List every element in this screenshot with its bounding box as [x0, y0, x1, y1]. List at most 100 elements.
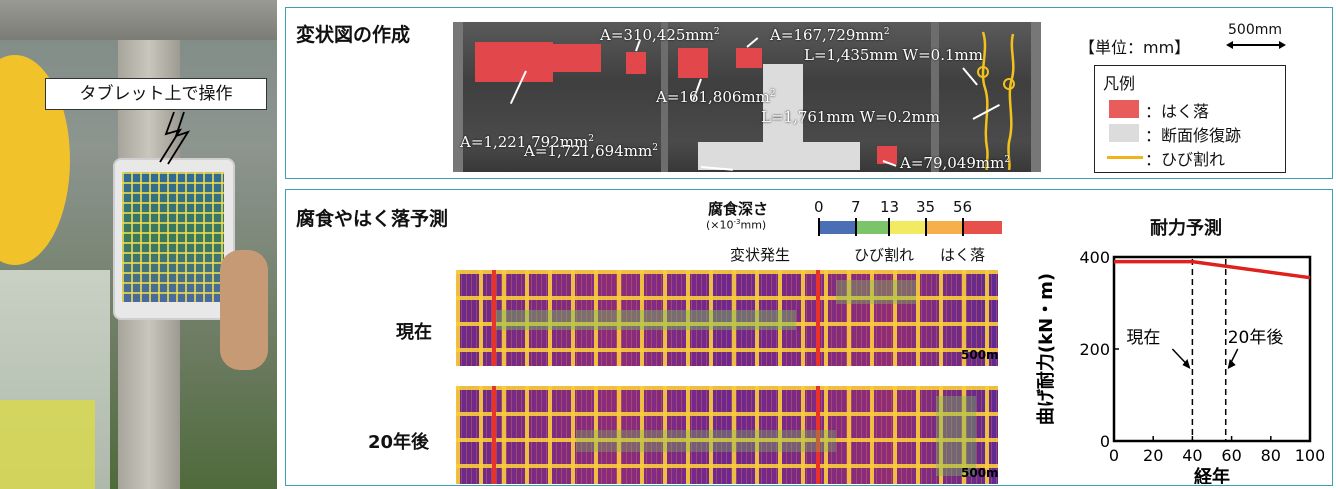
corrosion-spot: [496, 310, 796, 330]
colorbar-segment: [856, 221, 888, 234]
spalling-area: [736, 48, 762, 68]
y-tick-label: 400: [1079, 248, 1110, 267]
legend-box: 凡例 ：はく落 ：断面修復跡 ：ひび割れ: [1094, 65, 1286, 173]
spalling-area: [626, 52, 646, 74]
colorbar-tickmark: [962, 218, 964, 236]
marker-label-now: 現在: [1126, 328, 1160, 348]
chart-title: 耐力予測: [1150, 218, 1222, 239]
callout-arrow: [159, 111, 191, 165]
x-tick-label: 20: [1143, 446, 1163, 465]
strength-series-line: [1114, 259, 1311, 280]
colorbar-label: 腐食深さ: [708, 200, 769, 218]
panel-title-damage-map: 変状図の作成: [296, 24, 411, 46]
annotation-area-5: A=1,721,694mm2: [524, 142, 658, 160]
colorbar-tickmark: [855, 218, 857, 236]
tablet-screen: [122, 172, 224, 302]
spalling-area: [877, 146, 897, 164]
colorbar-tick: 13: [880, 198, 900, 216]
scale-label: 500mm: [1228, 22, 1282, 38]
y-axis-label: 曲げ耐力(kN・m): [1035, 273, 1057, 425]
x-tick-label: 100: [1295, 446, 1324, 465]
damage-map-panel: 変状図の作成 A=1,221,792m: [285, 7, 1333, 179]
legend-swatch-crack: [1107, 156, 1143, 159]
colorbar-tick: 0: [814, 198, 824, 216]
callout-text: タブレット上で操作: [79, 84, 233, 104]
x-tick-label: 80: [1261, 446, 1281, 465]
legend-label-crack: ：ひび割れ: [1145, 150, 1226, 169]
crack-lines: [977, 31, 1015, 170]
marker-label-20y: 20年後: [1228, 328, 1284, 348]
annotation-crack-2: L=1,761mm W=0.2mm: [761, 108, 940, 126]
repair-area: [698, 142, 860, 170]
corrosion-heatmap-now: 500m: [456, 270, 999, 366]
concrete-wall-image: [453, 22, 1041, 172]
x-tick-label: 0: [1109, 446, 1119, 465]
heatmap-scale-label: 500m: [961, 348, 999, 362]
rebar-marker: [492, 386, 496, 484]
photo-callout: タブレット上で操作: [45, 78, 267, 110]
wall-pillar: [661, 22, 668, 172]
colorbar-tickmark: [888, 218, 890, 236]
row-label-20y: 20年後: [368, 432, 430, 453]
safety-vest: [0, 400, 95, 489]
event-label-cracking: ひび割れ: [854, 246, 915, 264]
corrosion-spot: [576, 430, 836, 452]
legend-label-repair: ：断面修復跡: [1145, 126, 1242, 145]
colorbar-tickmark: [818, 218, 820, 236]
x-axis-label: 経年: [1194, 466, 1230, 484]
colorbar-segment: [888, 221, 926, 234]
overhead-girder: [0, 0, 277, 40]
panel-title-prediction: 腐食やはく落予測: [296, 208, 449, 230]
marker-arrowhead: [1227, 359, 1236, 369]
tablet-device: [113, 158, 235, 320]
annotation-area-4: A=167,729mm2: [770, 26, 890, 44]
row-label-now: 現在: [396, 322, 432, 343]
annotation-area-6: A=79,049mm2: [900, 154, 1011, 172]
corrosion-heatmap-20y: 500m: [456, 386, 999, 484]
legend-label-spalling: ：はく落: [1145, 102, 1210, 121]
colorbar-segment: [818, 221, 856, 234]
colorbar-tickmark: [925, 218, 927, 236]
field-photo: タブレット上で操作: [0, 0, 277, 489]
colorbar-segment: [926, 221, 962, 234]
corrosion-prediction-panel: 腐食やはく落予測 腐食深さ (×10-3mm) 0 7 13 35 56 変状発…: [285, 189, 1333, 486]
heatmap-scale-label: 500m: [961, 466, 999, 480]
wall-pillar: [453, 22, 463, 172]
unit-label: 【単位：mm】: [1079, 38, 1191, 57]
colorbar-unit: (×10-3mm): [706, 218, 767, 232]
x-tick-label: 60: [1221, 446, 1241, 465]
corrosion-spot: [936, 396, 976, 476]
repair-area: [763, 64, 803, 144]
y-tick-label: 0: [1100, 432, 1110, 451]
wall-pillar: [931, 22, 939, 172]
event-label-spalling: はく落: [940, 246, 986, 264]
annotation-crack-1: L=1,435mm W=0.1mm: [804, 46, 983, 64]
colorbar-tick: 35: [916, 198, 936, 216]
spalling-area: [678, 48, 708, 78]
spalling-area: [553, 44, 601, 72]
legend-swatch-repair: [1109, 124, 1139, 142]
colorbar-tick: 56: [953, 198, 973, 216]
y-tick-label: 200: [1079, 340, 1110, 359]
annotation-area-1: A=1,221,792mm2: [460, 133, 594, 151]
colorbar: [818, 221, 1002, 234]
colorbar-segment: [962, 221, 1002, 234]
worker-hand: [220, 250, 268, 370]
rebar-marker: [816, 386, 820, 484]
event-label-deformation: 変状発生: [730, 246, 791, 264]
annotation-area-3: A=161,806mm2: [656, 88, 776, 106]
leader-line: [746, 37, 759, 48]
scale-bar-icon: [1226, 41, 1286, 49]
marker-arrowhead: [1182, 359, 1191, 369]
colorbar-tick: 7: [851, 198, 861, 216]
annotation-area-2: A=310,425mm2: [600, 26, 720, 44]
legend-title: 凡例: [1103, 74, 1136, 93]
corrosion-spot: [836, 280, 916, 304]
spalling-area: [475, 42, 553, 82]
x-tick-label: 40: [1182, 446, 1202, 465]
rebar-marker: [816, 270, 820, 366]
wall-pillar: [1031, 22, 1041, 172]
rebar-marker: [492, 270, 496, 366]
plot-frame: [1112, 255, 1312, 443]
